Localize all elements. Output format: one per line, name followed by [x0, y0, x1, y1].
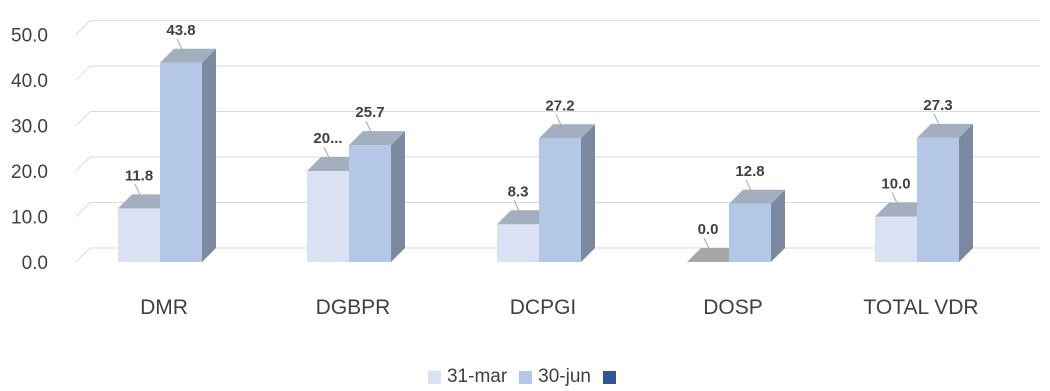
- data-label: 12.8: [735, 163, 764, 180]
- bar-top: [160, 48, 216, 63]
- bar: [307, 171, 349, 262]
- y-tick-label: 0.0: [22, 253, 48, 274]
- gridline-depth: [75, 111, 91, 126]
- x-tick-label: DOSP: [703, 296, 763, 319]
- bar-side: [581, 124, 595, 262]
- data-label: 27.3: [923, 97, 952, 114]
- bar: [497, 224, 539, 262]
- gridline-depth: [75, 202, 91, 217]
- legend-swatch-30-jun: [519, 370, 533, 384]
- bar-side: [771, 189, 785, 262]
- bar-side: [391, 131, 405, 262]
- data-label-leader: [176, 38, 186, 57]
- data-label-leader: [365, 120, 375, 139]
- data-label: 8.3: [508, 183, 529, 200]
- data-label-leader: [134, 184, 144, 202]
- data-label-leader: [933, 113, 943, 132]
- data-label-leader: [555, 114, 565, 132]
- data-label-leader: [323, 146, 333, 165]
- data-label-leader: [513, 200, 523, 218]
- bar: [349, 145, 391, 262]
- data-label-leader: [703, 237, 713, 256]
- legend-swatch-third-series: [603, 370, 616, 384]
- bar-top: [729, 189, 785, 204]
- x-tick-label: TOTAL VDR: [863, 296, 978, 319]
- bar: [875, 216, 917, 262]
- x-tick-label: DGBPR: [316, 296, 391, 319]
- data-label: 10.0: [881, 176, 910, 193]
- gridline-depth: [75, 65, 91, 81]
- data-label: 11.8: [125, 167, 153, 184]
- data-label-leader: [891, 192, 901, 210]
- y-tick-label: 20.0: [11, 162, 48, 183]
- data-label: 43.8: [166, 22, 195, 39]
- gridline-depth: [75, 247, 91, 263]
- bar: [118, 208, 160, 262]
- data-label: 27.2: [545, 97, 574, 114]
- bar: [539, 138, 581, 262]
- legend-swatch-31-mar: [427, 370, 441, 384]
- bar-top: [917, 123, 973, 138]
- legend: 31-mar 30-jun: [0, 366, 1050, 388]
- bar-side: [202, 48, 216, 262]
- data-label: 0.0: [698, 221, 719, 238]
- bar-top: [349, 131, 405, 146]
- y-tick-label: 10.0: [11, 208, 48, 229]
- bar-side: [959, 123, 973, 262]
- y-tick-label: 40.0: [11, 71, 48, 92]
- y-tick-label: 30.0: [11, 117, 48, 138]
- legend-item-30-jun: 30-jun: [519, 366, 591, 388]
- x-tick-label: DMR: [140, 296, 188, 319]
- bar: [160, 62, 202, 262]
- gridline-depth: [75, 20, 91, 35]
- y-tick-label: 50.0: [11, 26, 48, 47]
- gridline-depth: [75, 156, 91, 172]
- data-label-leader: [745, 179, 755, 197]
- bar: [729, 203, 771, 262]
- legend-label-30-jun: 30-jun: [538, 366, 591, 387]
- legend-item-third-series: [603, 370, 622, 384]
- data-label: 25.7: [355, 104, 384, 121]
- legend-label-31-mar: 31-mar: [446, 366, 508, 387]
- bar-top: [539, 124, 595, 139]
- x-tick-label: DCPGI: [510, 296, 577, 319]
- data-label: 20...: [313, 130, 342, 147]
- bar: [917, 137, 959, 262]
- legend-item-31-mar: 31-mar: [427, 366, 508, 388]
